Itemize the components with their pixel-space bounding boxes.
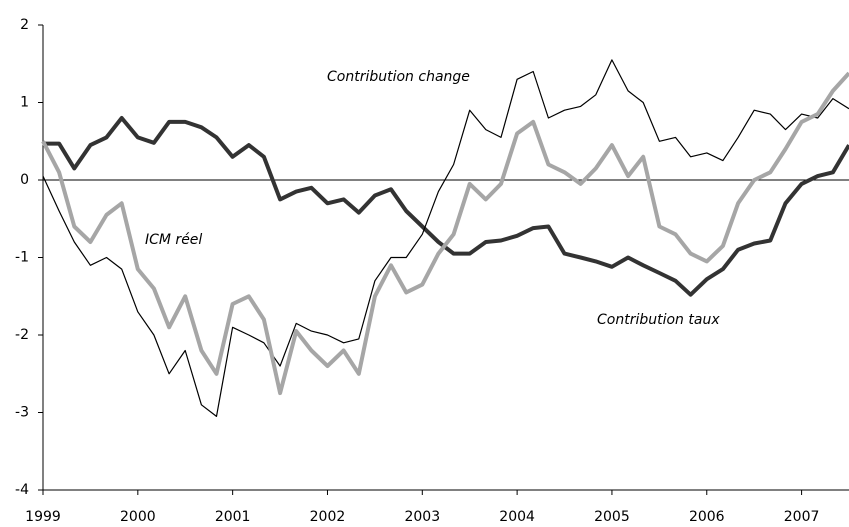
x-tick-label: 2002 <box>310 509 346 525</box>
x-tick-label: 2001 <box>215 509 251 525</box>
y-tick-label: 0 <box>20 172 29 188</box>
y-tick-label: -2 <box>15 327 29 343</box>
x-tick-label: 2007 <box>784 509 820 525</box>
series-label: Contribution taux <box>597 312 720 328</box>
series-label: Contribution change <box>327 69 470 85</box>
y-tick-label: -3 <box>15 405 29 421</box>
x-tick-label: 2005 <box>594 509 630 525</box>
x-tick-label: 2004 <box>499 509 535 525</box>
x-tick-label: 2003 <box>404 509 440 525</box>
line-series <box>42 59 849 417</box>
x-tick-label: 1999 <box>25 509 61 525</box>
x-tick-label: 2000 <box>120 509 156 525</box>
y-tick-label: -1 <box>15 250 29 266</box>
series-label: ICM réel <box>145 232 202 248</box>
x-tick-label: 2006 <box>689 509 725 525</box>
y-tick-label: -4 <box>15 482 29 498</box>
y-tick-label: 1 <box>20 95 29 111</box>
line-series <box>43 116 849 297</box>
line-series <box>41 71 849 396</box>
y-tick-label: 2 <box>20 17 29 33</box>
